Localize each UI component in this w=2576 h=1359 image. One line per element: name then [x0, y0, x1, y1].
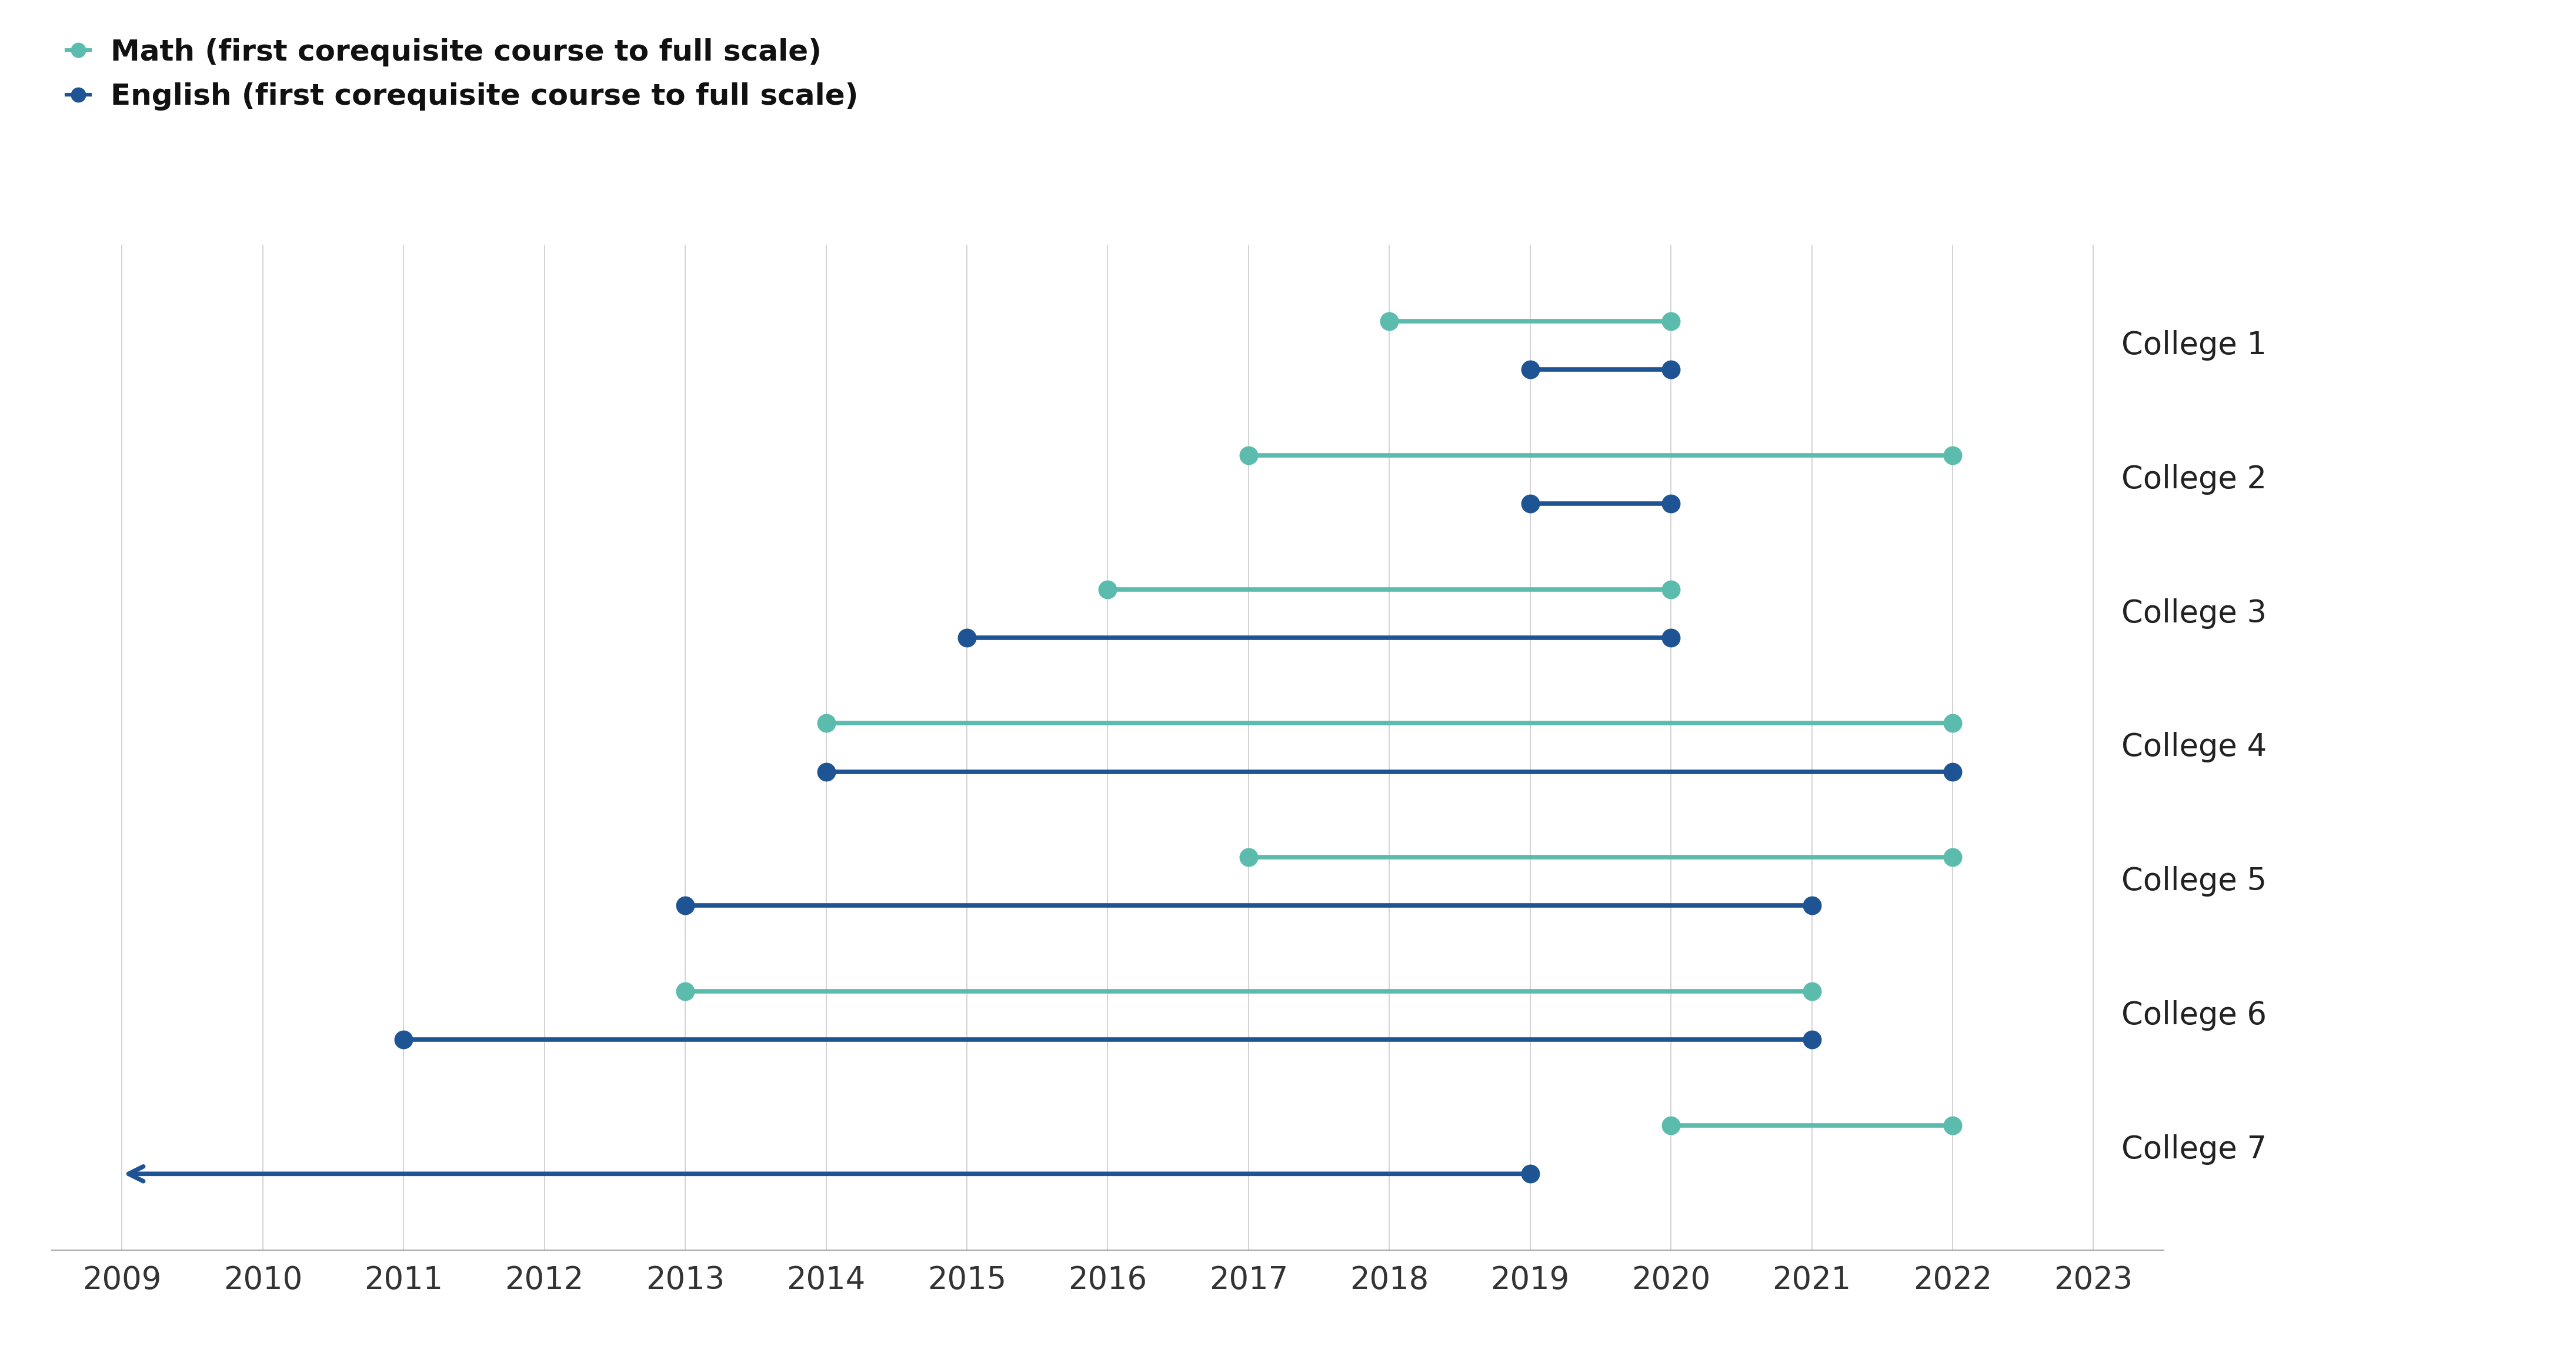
Text: College 3: College 3: [2123, 598, 2267, 629]
Text: College 1: College 1: [2123, 330, 2267, 360]
Text: College 2: College 2: [2123, 463, 2267, 495]
Text: College 6: College 6: [2123, 1000, 2267, 1031]
Text: College 7: College 7: [2123, 1135, 2267, 1165]
Text: College 4: College 4: [2123, 733, 2267, 762]
Text: College 5: College 5: [2123, 866, 2267, 897]
Legend: Math (first corequisite course to full scale), English (first corequisite course: Math (first corequisite course to full s…: [67, 38, 858, 110]
